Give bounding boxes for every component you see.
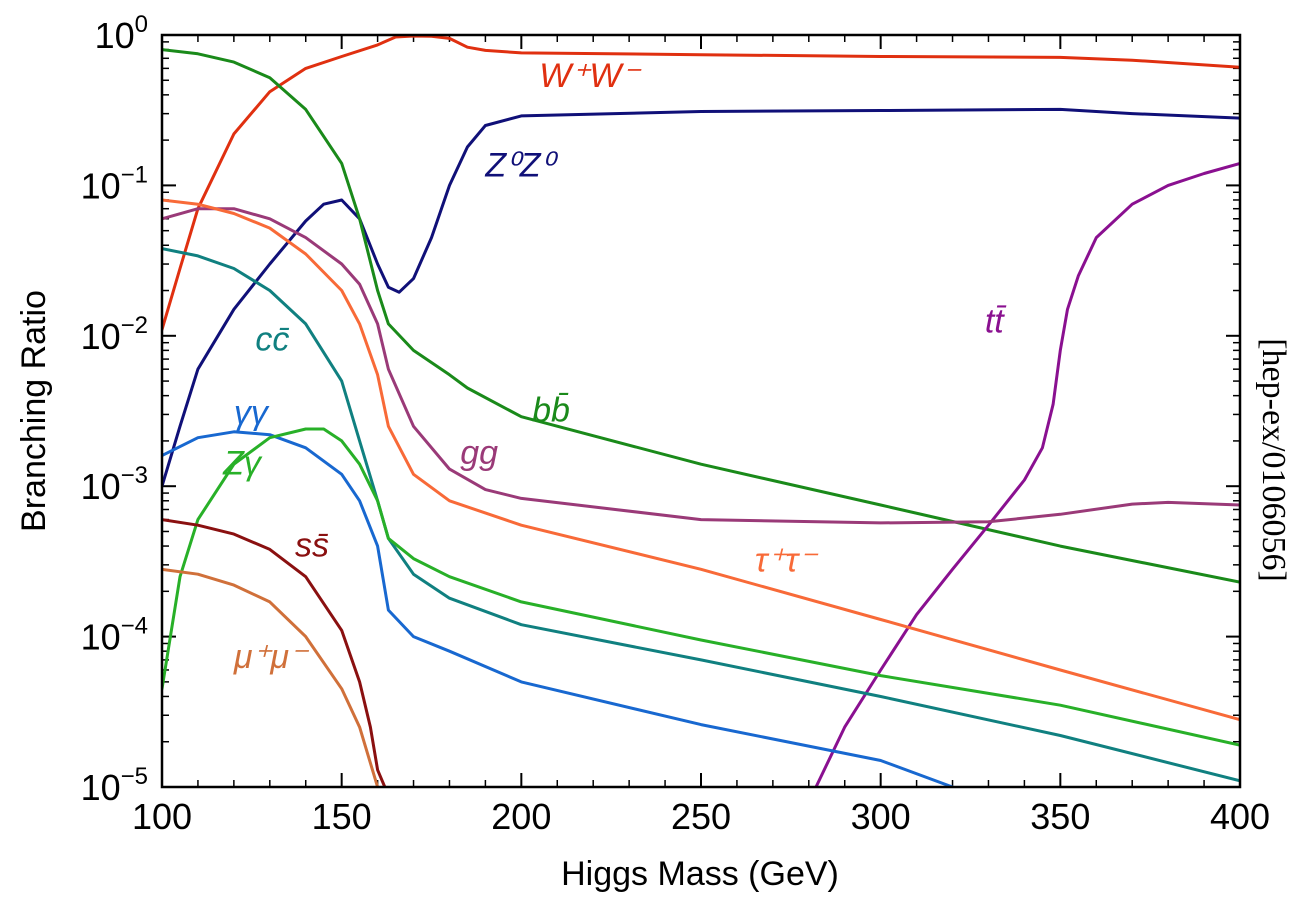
series-line (162, 247, 1240, 783)
plot-frame (160, 33, 1242, 789)
y-tick-label: 10−1 (81, 161, 148, 206)
y-tick-label: 10−5 (81, 763, 148, 808)
x-tick-label: 300 (851, 796, 911, 837)
x-axis-title: Higgs Mass (GeV) (561, 855, 839, 893)
x-tick-label: 400 (1210, 796, 1270, 837)
series-line (162, 198, 1240, 722)
series-label: ss̄ (295, 527, 329, 565)
series-line (162, 430, 954, 787)
series-label: τ⁺τ⁻ (755, 542, 819, 580)
series-lines (162, 35, 1240, 787)
y-axis-title: Branching Ratio (15, 290, 53, 532)
source-annotation: [hep-ex/0106056] (1255, 338, 1292, 582)
series-labels: W⁺W⁻ Z⁰Z⁰ bb̄ tt̄ gg cc̄ τ⁺τ⁻ γγ Zγ ss̄ μ⁺μ⁻ (222, 57, 1007, 676)
x-tick-labels: 100 150 200 250 300 350 400 (132, 796, 1270, 837)
y-tick-label: 10−2 (81, 312, 148, 357)
y-tick-label: 100 (95, 11, 148, 56)
series-label: γγ (234, 394, 270, 432)
series-line (162, 207, 1240, 525)
x-tick-label: 200 (491, 796, 551, 837)
series-label: μ⁺μ⁻ (233, 638, 310, 676)
series-line (162, 427, 1240, 747)
series-label: tt̄ (985, 303, 1007, 341)
x-tick-label: 250 (671, 796, 731, 837)
series-line (162, 567, 380, 787)
series-label: Z⁰Z⁰ (484, 146, 558, 184)
y-tick-label: 10−4 (81, 613, 148, 658)
series-line (814, 161, 1240, 787)
series-line (162, 518, 387, 787)
series-line (162, 48, 1240, 584)
y-tick-label: 10−3 (81, 462, 148, 507)
x-tick-label: 150 (312, 796, 372, 837)
series-label: gg (460, 434, 498, 472)
series-label: W⁺W⁻ (539, 57, 642, 95)
y-tick-labels: 100 10−1 10−2 10−3 10−4 10−5 (81, 11, 148, 808)
series-label: Zγ (222, 444, 263, 482)
series-line (162, 107, 1240, 488)
x-tick-label: 100 (132, 796, 192, 837)
series-line (162, 35, 1240, 332)
series-label: bb̄ (532, 391, 570, 429)
x-tick-label: 350 (1030, 796, 1090, 837)
series-label: cc̄ (255, 320, 289, 358)
